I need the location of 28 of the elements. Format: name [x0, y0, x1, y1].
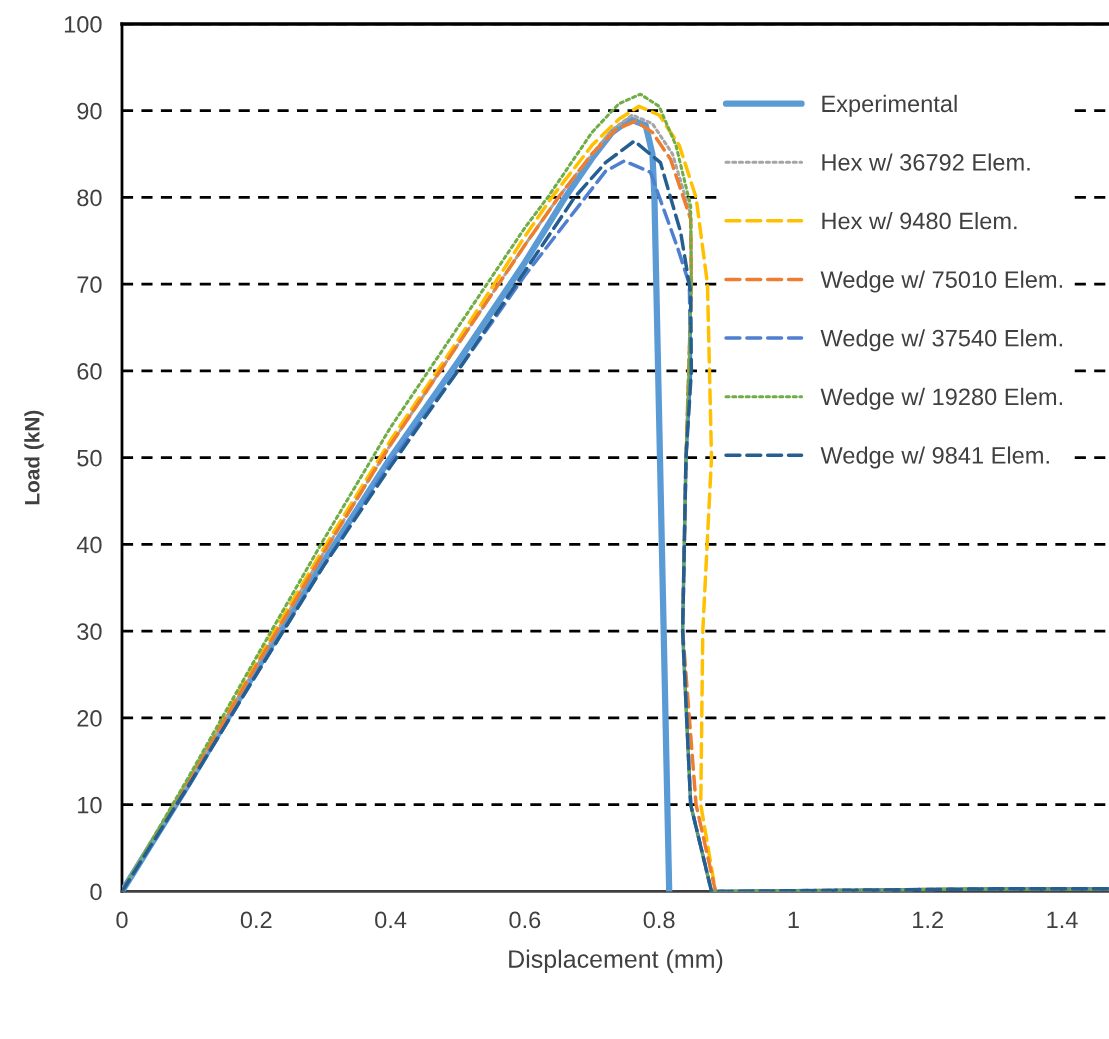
legend-label: Wedge w/ 9841 Elem.: [820, 446, 1049, 469]
x-tick-label: 1.2: [913, 911, 943, 929]
x-tick-label: 1: [788, 911, 799, 929]
x-tick-label: 0.6: [509, 911, 541, 929]
x-tick-label: 0: [116, 911, 128, 929]
y-tick-label: 10: [78, 796, 102, 814]
x-tick-label: 0.8: [643, 911, 675, 929]
legend-label: Hex w/ 36792 Elem.: [822, 153, 1030, 171]
x-tick-label: 0.4: [375, 911, 407, 929]
y-tick-label: 100: [64, 15, 102, 33]
legend-label: Wedge w/ 19280 Elem.: [820, 387, 1062, 410]
y-tick-label: 60: [77, 362, 102, 380]
y-tick-label: 30: [77, 623, 102, 640]
y-tick-label: 40: [76, 536, 102, 554]
legend-label: Wedge w/ 75010 Elem.: [820, 270, 1062, 293]
y-tick-label: 20: [77, 710, 102, 727]
x-axis-title: Displacement (mm): [509, 949, 723, 973]
x-tick-label: 1.4: [1047, 911, 1078, 929]
y-axis-title: Load (kN): [24, 410, 44, 505]
y-tick-label: 50: [77, 449, 102, 467]
y-tick-label: 0: [90, 883, 102, 901]
legend-label: Hex w/ 9480 Elem.: [822, 212, 1017, 230]
y-tick-label: 70: [77, 276, 102, 293]
y-tick-label: 80: [77, 189, 102, 207]
legend-label: Wedge w/ 37540 Elem.: [820, 329, 1062, 352]
legend-label: Experimental: [822, 94, 957, 117]
y-tick-label: 90: [77, 102, 102, 120]
x-tick-label: 0.2: [240, 911, 272, 929]
